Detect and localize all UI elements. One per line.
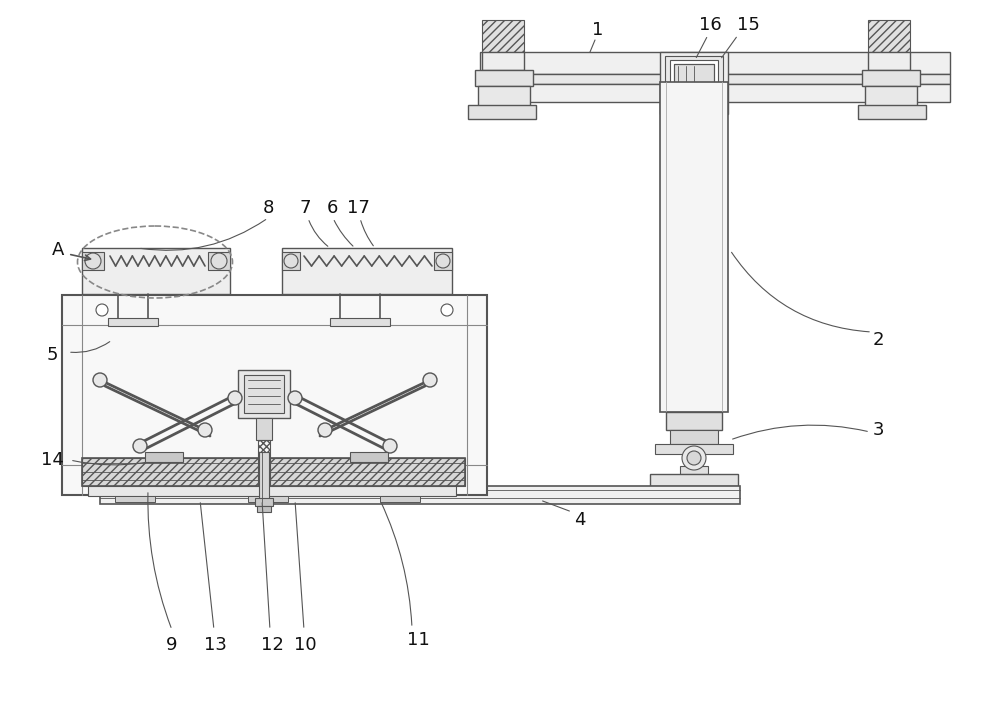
- Bar: [100, 486, 740, 504]
- Bar: [350, 452, 388, 462]
- Circle shape: [441, 304, 453, 316]
- Bar: [670, 60, 718, 104]
- Bar: [682, 114, 706, 126]
- Bar: [257, 506, 271, 512]
- Text: 9: 9: [166, 636, 178, 654]
- Text: 12: 12: [261, 636, 283, 654]
- Circle shape: [383, 439, 397, 453]
- Circle shape: [198, 423, 212, 437]
- Bar: [480, 52, 950, 74]
- Bar: [115, 496, 155, 502]
- Circle shape: [436, 254, 450, 268]
- Text: 16: 16: [699, 16, 721, 34]
- Text: 2: 2: [872, 331, 884, 349]
- Bar: [655, 444, 733, 454]
- Bar: [282, 248, 452, 294]
- Bar: [865, 86, 917, 108]
- Circle shape: [133, 439, 147, 453]
- Bar: [208, 252, 230, 270]
- Bar: [82, 458, 465, 486]
- Bar: [330, 318, 390, 326]
- Bar: [660, 52, 728, 114]
- Bar: [380, 496, 420, 502]
- Bar: [145, 452, 183, 462]
- Bar: [62, 295, 487, 495]
- Bar: [480, 74, 950, 84]
- Bar: [480, 84, 950, 102]
- Text: 3: 3: [872, 421, 884, 439]
- Circle shape: [687, 451, 701, 465]
- Bar: [862, 70, 920, 86]
- Text: 15: 15: [737, 16, 759, 34]
- Bar: [256, 418, 272, 440]
- Bar: [482, 20, 524, 52]
- Bar: [82, 458, 465, 486]
- Bar: [256, 493, 272, 499]
- Text: 4: 4: [574, 511, 586, 529]
- Bar: [858, 105, 926, 119]
- Circle shape: [318, 423, 332, 437]
- Circle shape: [288, 391, 302, 405]
- Text: 7: 7: [299, 199, 311, 217]
- Circle shape: [85, 253, 101, 269]
- Text: 14: 14: [41, 451, 63, 469]
- Text: 11: 11: [407, 631, 429, 649]
- Circle shape: [682, 446, 706, 470]
- Bar: [244, 375, 284, 413]
- Bar: [686, 126, 702, 134]
- Text: 17: 17: [347, 199, 369, 217]
- Circle shape: [228, 391, 242, 405]
- Text: 8: 8: [262, 199, 274, 217]
- Bar: [468, 105, 536, 119]
- Bar: [680, 466, 708, 474]
- Text: 5: 5: [46, 346, 58, 364]
- Text: A: A: [52, 241, 64, 259]
- Circle shape: [93, 373, 107, 387]
- Bar: [674, 64, 714, 100]
- Bar: [254, 485, 274, 493]
- Circle shape: [96, 304, 108, 316]
- Bar: [868, 52, 910, 70]
- Circle shape: [211, 253, 227, 269]
- Bar: [674, 64, 714, 100]
- Text: 1: 1: [592, 21, 604, 39]
- Bar: [238, 370, 290, 418]
- Bar: [248, 496, 288, 502]
- Bar: [258, 440, 270, 485]
- Bar: [255, 498, 273, 506]
- Circle shape: [423, 373, 437, 387]
- Text: 13: 13: [204, 636, 226, 654]
- Bar: [82, 252, 104, 270]
- Bar: [259, 452, 269, 502]
- Bar: [650, 474, 738, 486]
- Bar: [666, 412, 722, 430]
- Bar: [482, 52, 524, 70]
- Circle shape: [284, 254, 298, 268]
- Bar: [475, 70, 533, 86]
- Bar: [868, 20, 910, 52]
- Bar: [282, 252, 300, 270]
- Bar: [660, 82, 728, 412]
- Bar: [670, 430, 718, 444]
- Bar: [665, 56, 723, 108]
- Bar: [478, 86, 530, 108]
- Text: 6: 6: [326, 199, 338, 217]
- Bar: [434, 252, 452, 270]
- Bar: [82, 248, 230, 294]
- Bar: [88, 486, 456, 496]
- Bar: [108, 318, 158, 326]
- Text: 10: 10: [294, 636, 316, 654]
